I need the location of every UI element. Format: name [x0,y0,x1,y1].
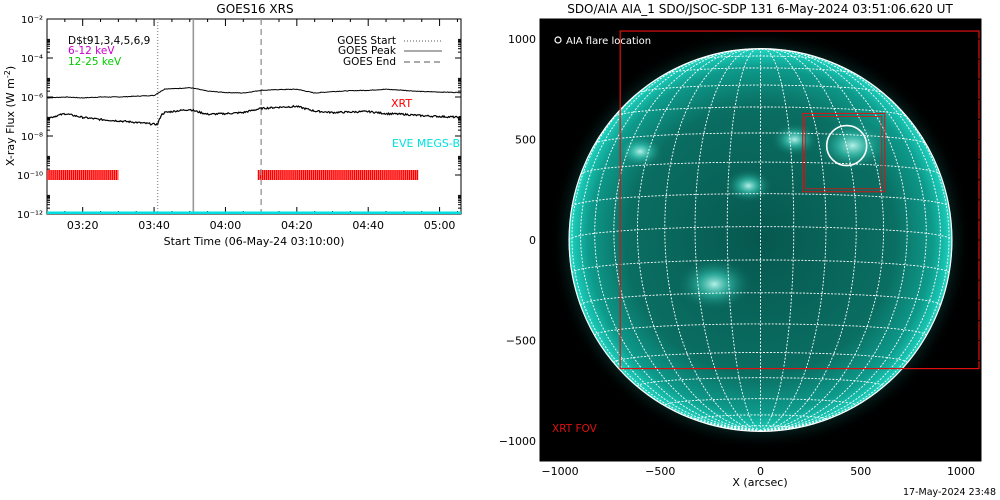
goes-y-axis-label-exponent: -2 [3,70,12,78]
active-region [814,118,891,173]
flare-location-marker [825,124,868,167]
grid-longitude-line [694,48,761,432]
goes-title: GOES16 XRS [216,2,293,16]
grid-longitude-line [726,48,761,432]
active-regions [616,118,891,311]
goes-y-axis-label-main: X-ray Flux (W m [4,78,17,166]
goes-x-tick-label: 03:40 [138,219,170,232]
goes-series-12-25kev [47,104,461,126]
grid-latitude-line [665,67,856,75]
grid-longitude-line [664,48,761,432]
grid-latitude-line [571,193,950,207]
goes-y-axis-label-close: ) [4,66,17,70]
goes-y-tick-label: 10⁻⁶ [21,93,43,104]
active-region [724,168,773,203]
goes-panel: GOES16 XRS 10⁻¹² 10⁻¹⁰ 10⁻⁸ 10⁻⁶ 10⁻⁴ 10⁻² 03… [3,2,462,248]
goes-legend-12-25kev: 12-25 keV [68,56,122,68]
aia-x-tick-label: −1000 [541,465,578,478]
grid-longitude-line [760,61,950,432]
grid-longitude-line [760,48,827,432]
aia-y-tick-label: 0 [529,234,536,247]
goes-x-tick-label: 04:40 [352,219,384,232]
xrt-subfield-rect-inner [805,116,883,190]
goes-y-tick-label: 10⁻⁸ [21,132,43,143]
grid-longitude-line [760,51,941,432]
goes-xrt-interval [47,170,119,180]
aia-y-tick-label: 1000 [508,33,536,46]
xrt-fov-label: XRT FOV [552,423,598,435]
grid-longitude-line [594,49,761,432]
goes-legend-channels: D$t91,3,4,5,6,9 [68,35,150,47]
heliographic-grid [568,47,953,433]
goes-y-axis-label: X-ray Flux (W m-2) [3,66,17,166]
grid-latitude-line [613,106,908,117]
goes-event-lines [156,19,262,214]
goes-series-6-12kev [47,86,461,99]
goes-y-tick-label: 10⁻² [21,15,43,26]
flare-legend-label: AIA flare location [566,36,651,47]
goes-xrt-label: XRT [391,97,412,110]
goes-xrt-coverage [47,170,419,180]
active-region [616,134,665,169]
goes-legend-start-label: GOES Start [337,35,396,47]
goes-x-tick-label: 04:00 [210,219,242,232]
grid-latitude-line [571,259,950,274]
aia-y-tick-label: −1000 [499,435,536,448]
active-region [676,257,753,311]
grid-longitude-line [760,48,885,432]
xrt-subfield-rect [802,112,886,193]
solar-limb [568,47,953,433]
goes-flux-curves [47,86,461,126]
goes-x-tick-label: 04:20 [281,219,313,232]
aia-x-tick-label: 1000 [947,465,975,478]
aia-y-tick-label: 500 [515,134,536,147]
aia-x-axis: −1000 −500 0 500 1000 [539,19,982,478]
aia-x-tick-label: −500 [645,465,675,478]
grid-longitude-line [580,51,761,432]
aia-x-axis-label: X (arcsec) [732,476,787,489]
goes-legend-end-label: GOES End [343,56,396,68]
aia-x-tick-label: 500 [850,465,871,478]
goes-legend-peak-label: GOES Peak [338,45,397,57]
goes-y-tick-label: 10⁻⁴ [21,54,43,65]
aia-title: SDO/AIA AIA_1 SDO/JSOC-SDP 131 6-May-202… [567,2,953,16]
aia-panel: SDO/AIA AIA_1 SDO/JSOC-SDP 131 6-May-202… [499,2,982,489]
goes-y-tick-label: 10⁻¹⁰ [17,171,43,182]
grid-longitude-line [636,48,761,432]
goes-x-tick-label: 05:00 [424,219,456,232]
grid-latitude-line [637,84,884,94]
footer-timestamp: 17-May-2024 23:48 [903,487,996,498]
aia-x-tick-label: 0 [757,465,764,478]
aia-y-axis: −1000 −500 0 500 1000 [499,18,981,462]
grid-longitude-line [760,48,795,432]
active-region [770,122,819,157]
goes-x-axis: 03:20 03:40 04:00 04:20 04:40 05:00 [46,19,458,232]
aia-y-tick-label: −500 [506,334,536,347]
goes-eve-label: EVE MEGS-B [392,137,460,150]
grid-longitude-line [760,48,857,432]
goes-x-axis-label: Start Time (06-May-24 03:10:00) [164,235,345,248]
grid-latitude-line [694,414,827,420]
goes-y-tick-label: 10⁻¹² [17,210,43,221]
goes-legend-6-12kev: 6-12 keV [68,45,115,57]
grid-longitude-line [571,61,761,432]
goes-plot-frame [46,18,462,215]
goes-x-tick-label: 03:20 [67,219,99,232]
grid-longitude-line [760,49,927,432]
flare-legend-symbol [554,36,562,44]
